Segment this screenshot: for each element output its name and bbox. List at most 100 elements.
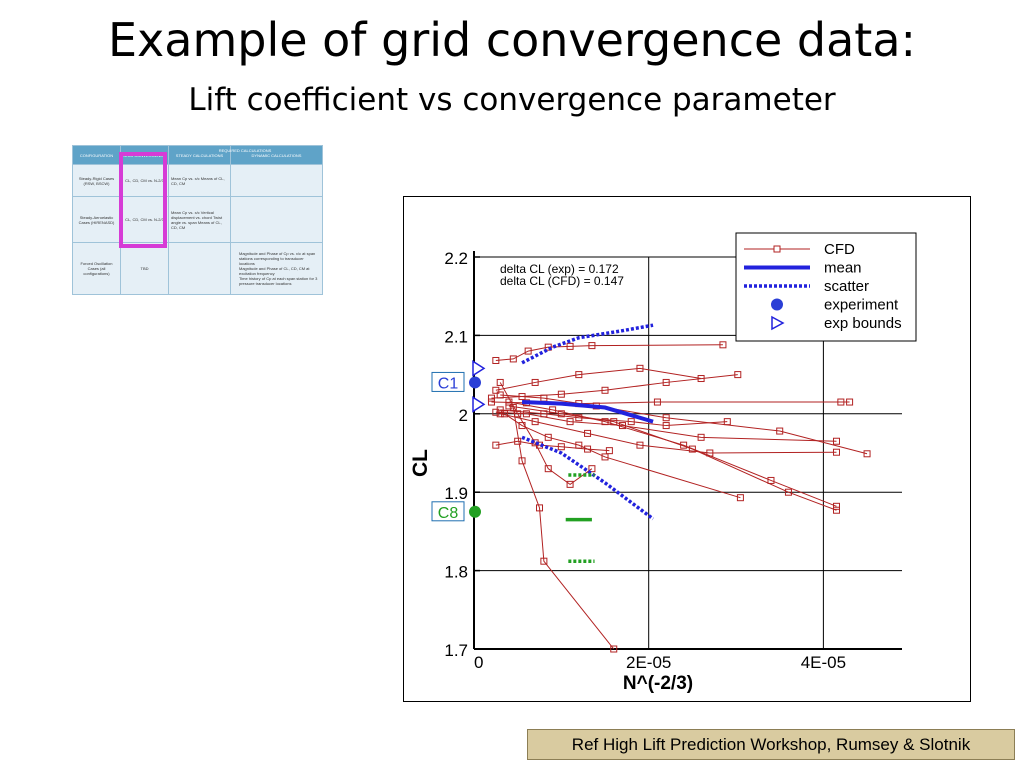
calculations-table-thumbnail: CONFIGURATION GRID CONVERGENCE STEADY CA… xyxy=(72,144,323,295)
x-tick-label: 0 xyxy=(474,653,483,672)
cfd-series-line xyxy=(495,367,702,391)
legend-marker-exp-bounds xyxy=(771,315,785,331)
mean-line xyxy=(521,400,654,424)
cfd-point xyxy=(522,410,530,418)
cfd-point xyxy=(627,418,635,426)
y-axis-label: CL xyxy=(409,449,432,477)
cfd-point xyxy=(557,390,565,398)
cfd-point xyxy=(601,453,609,461)
table-header-required: REQUIRED CALCULATIONS xyxy=(218,148,272,153)
cfd-point xyxy=(697,433,705,441)
table-cell xyxy=(230,196,323,243)
table-cell: TBD xyxy=(120,242,169,295)
experiment-label-box xyxy=(431,501,465,522)
cfd-point xyxy=(544,343,552,351)
cfd-point xyxy=(832,502,840,510)
cfd-point xyxy=(776,427,784,435)
legend-label: exp bounds xyxy=(824,315,902,332)
cfd-point xyxy=(837,398,845,406)
cfd-point xyxy=(575,441,583,449)
cfd-point xyxy=(492,441,500,449)
cfd-point xyxy=(524,347,532,355)
cfd-point xyxy=(566,418,574,426)
cfd-point xyxy=(492,408,500,416)
cfd-point xyxy=(536,504,544,512)
cfd-point xyxy=(832,448,840,456)
cfd-point xyxy=(863,450,871,458)
cfd-point xyxy=(784,488,792,496)
cfd-point xyxy=(767,476,775,484)
cfd-series-line xyxy=(495,344,723,361)
cfd-point xyxy=(514,437,522,445)
y-tick-label: 2.2 xyxy=(444,249,468,268)
cfd-series-line xyxy=(495,411,837,442)
cfd-point xyxy=(736,494,744,502)
legend-label: mean xyxy=(824,260,862,277)
cfd-point xyxy=(610,645,618,653)
cl-convergence-chart: 1.7 1.8 1.9 2 2.1 2.2 0 2E-05 4E-05 CL N^(-2/3) C1 C… xyxy=(409,232,917,694)
cfd-point xyxy=(680,441,688,449)
cfd-point xyxy=(549,406,557,414)
cfd-point xyxy=(492,386,500,394)
y-tick-label: 1.7 xyxy=(444,641,468,660)
legend-marker-cfd xyxy=(773,245,781,253)
cfd-point xyxy=(509,404,517,412)
experiment-point xyxy=(469,376,481,389)
table-header-dynamic: DYNAMIC CALCULATIONS xyxy=(230,144,323,166)
cfd-point xyxy=(575,371,583,379)
cfd-point xyxy=(505,402,513,410)
table-cell xyxy=(230,164,323,197)
experiment-label: C8 xyxy=(438,505,459,522)
exp-bound-marker xyxy=(472,396,486,413)
x-tick-label: 2E-05 xyxy=(626,653,671,672)
cfd-point xyxy=(588,465,596,473)
table-cell: Mean Cp vs. x/c Vertical displacement vs… xyxy=(168,196,231,243)
cfd-series-line xyxy=(512,407,615,649)
cfd-point xyxy=(662,378,670,386)
table-header-steady: STEADY CALCULATIONS xyxy=(168,144,231,166)
cfd-point xyxy=(636,364,644,372)
legend-label: scatter xyxy=(824,278,869,295)
cfd-point xyxy=(588,342,596,350)
cfd-series-line xyxy=(499,382,593,485)
table-cell: Forced Oscillation Cases (all configurat… xyxy=(72,242,121,295)
cfd-point xyxy=(653,398,661,406)
slide-title: Example of grid convergence data: xyxy=(107,13,917,67)
table-cell: CL, CD, CM vs. N-2/3 xyxy=(120,196,169,243)
experiment-label: C1 xyxy=(438,375,459,392)
table-cell: Steady-Aeroelastic Cases (HIRENASD) xyxy=(72,196,121,243)
cfd-series-line xyxy=(500,413,837,454)
cfd-point xyxy=(509,355,517,363)
list-item: Time history of Cp at each span station … xyxy=(239,276,320,286)
y-tick-label: 1.9 xyxy=(444,484,468,503)
grid-convergence-highlight xyxy=(119,152,167,248)
cfd-point xyxy=(662,422,670,430)
cfd-series-line xyxy=(500,394,868,455)
chart-frame: 1.7 1.8 1.9 2 2.1 2.2 0 2E-05 4E-05 CL N^(-2/3) C1 C… xyxy=(403,196,971,702)
cfd-point xyxy=(846,398,854,406)
cfd-series-line xyxy=(491,374,738,399)
table-cell xyxy=(168,242,231,295)
exp-bound-marker xyxy=(472,359,486,377)
cfd-point xyxy=(584,429,592,437)
cfd-point xyxy=(566,480,574,488)
cfd-point xyxy=(584,445,592,453)
cfd-point xyxy=(575,414,583,422)
y-tick-label: 2.1 xyxy=(444,327,468,346)
cfd-point xyxy=(501,410,509,418)
cfd-point xyxy=(605,447,613,455)
table-cell: CL, CD, CM vs. N-2/3 xyxy=(120,164,169,197)
cfd-point xyxy=(518,422,526,430)
cfd-point xyxy=(832,437,840,445)
cfd-point xyxy=(734,371,742,379)
y-tick-label: 1.8 xyxy=(444,563,468,582)
cfd-series-line xyxy=(508,401,837,507)
annotation: delta CL (CFD) = 0.147 xyxy=(500,274,624,288)
legend-marker-experiment xyxy=(771,298,783,311)
reference-box: Ref High Lift Prediction Workshop, Rumse… xyxy=(527,729,1015,760)
list-item: Magnitude and Phase of CL, CD, CM at exc… xyxy=(239,266,320,276)
cfd-point xyxy=(557,410,565,418)
scatter-line xyxy=(521,435,655,521)
cfd-point xyxy=(540,410,548,418)
legend-label: CFD xyxy=(824,241,855,258)
